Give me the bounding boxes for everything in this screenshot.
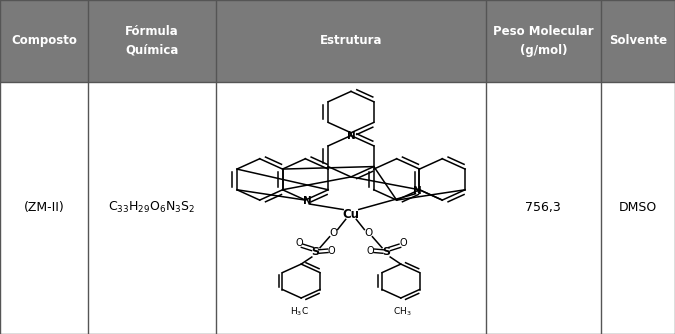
Text: (ZM-II): (ZM-II) <box>24 201 64 214</box>
Text: DMSO: DMSO <box>619 201 657 214</box>
Text: O: O <box>367 246 374 256</box>
Text: S: S <box>312 247 320 257</box>
Bar <box>601 0 675 82</box>
Text: CH$_3$: CH$_3$ <box>393 305 412 318</box>
Bar <box>0 0 88 82</box>
Text: Solvente: Solvente <box>609 34 667 47</box>
Text: Cu: Cu <box>342 208 360 221</box>
Bar <box>88 82 216 334</box>
Text: Fórmula
Química: Fórmula Química <box>125 25 179 57</box>
Text: O: O <box>295 238 303 248</box>
Text: O: O <box>364 228 373 238</box>
Bar <box>0 82 88 334</box>
Bar <box>216 0 486 82</box>
Text: H$_3$C: H$_3$C <box>290 305 309 318</box>
Bar <box>216 82 486 334</box>
Text: Composto: Composto <box>11 34 77 47</box>
Text: $\mathregular{C_{33}H_{29}O_6N_3S_2}$: $\mathregular{C_{33}H_{29}O_6N_3S_2}$ <box>108 200 196 215</box>
Text: O: O <box>329 228 338 238</box>
Bar <box>486 82 601 334</box>
Text: O: O <box>399 238 407 248</box>
Text: N: N <box>414 186 423 196</box>
Bar <box>486 0 601 82</box>
Text: O: O <box>328 246 335 256</box>
Text: N: N <box>302 196 311 206</box>
Text: N: N <box>347 131 355 141</box>
Text: S: S <box>382 247 390 257</box>
Bar <box>601 82 675 334</box>
Text: Peso Molecular
(g/mol): Peso Molecular (g/mol) <box>493 25 594 57</box>
Text: Estrutura: Estrutura <box>320 34 382 47</box>
Bar <box>88 0 216 82</box>
Text: 756,3: 756,3 <box>526 201 561 214</box>
